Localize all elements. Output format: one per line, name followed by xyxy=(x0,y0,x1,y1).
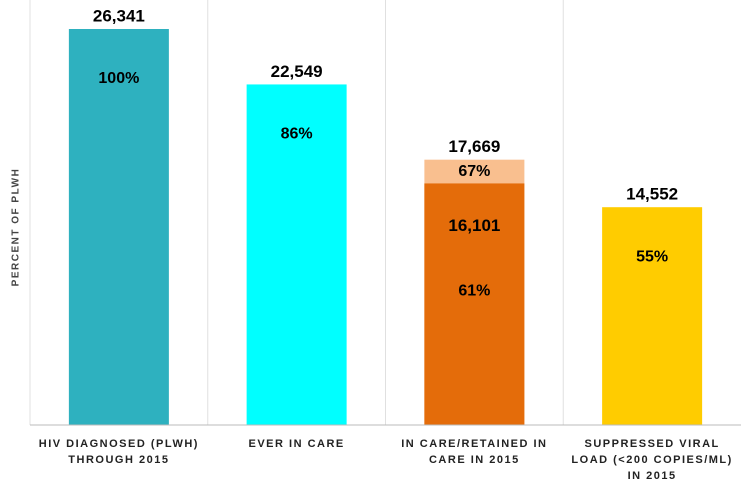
value-label: 55% xyxy=(636,248,668,265)
bar xyxy=(424,183,525,425)
value-label: 86% xyxy=(281,126,313,143)
value-label: 100% xyxy=(98,70,139,87)
count-label: 17,669 xyxy=(448,137,500,156)
count-label: 26,341 xyxy=(93,6,145,25)
value-label: 61% xyxy=(458,283,490,300)
bar xyxy=(246,84,347,425)
value-label: 67% xyxy=(458,163,490,180)
count-label: 14,552 xyxy=(626,185,678,204)
x-tick-label: SUPPRESSED VIRAL LOAD (<200 COPIES/ML) I… xyxy=(571,438,733,482)
y-axis-label: PERCENT OF PLWH xyxy=(11,168,22,287)
bar xyxy=(602,207,703,425)
count-label: 22,549 xyxy=(271,62,323,81)
x-tick-label: EVER IN CARE xyxy=(248,438,345,450)
x-tick-label: HIV DIAGNOSED (PLWH) THROUGH 2015 xyxy=(38,438,199,466)
x-tick-label: IN CARE/RETAINED IN CARE IN 2015 xyxy=(401,438,548,466)
bar xyxy=(68,29,169,425)
count-label: 16,101 xyxy=(448,216,500,235)
